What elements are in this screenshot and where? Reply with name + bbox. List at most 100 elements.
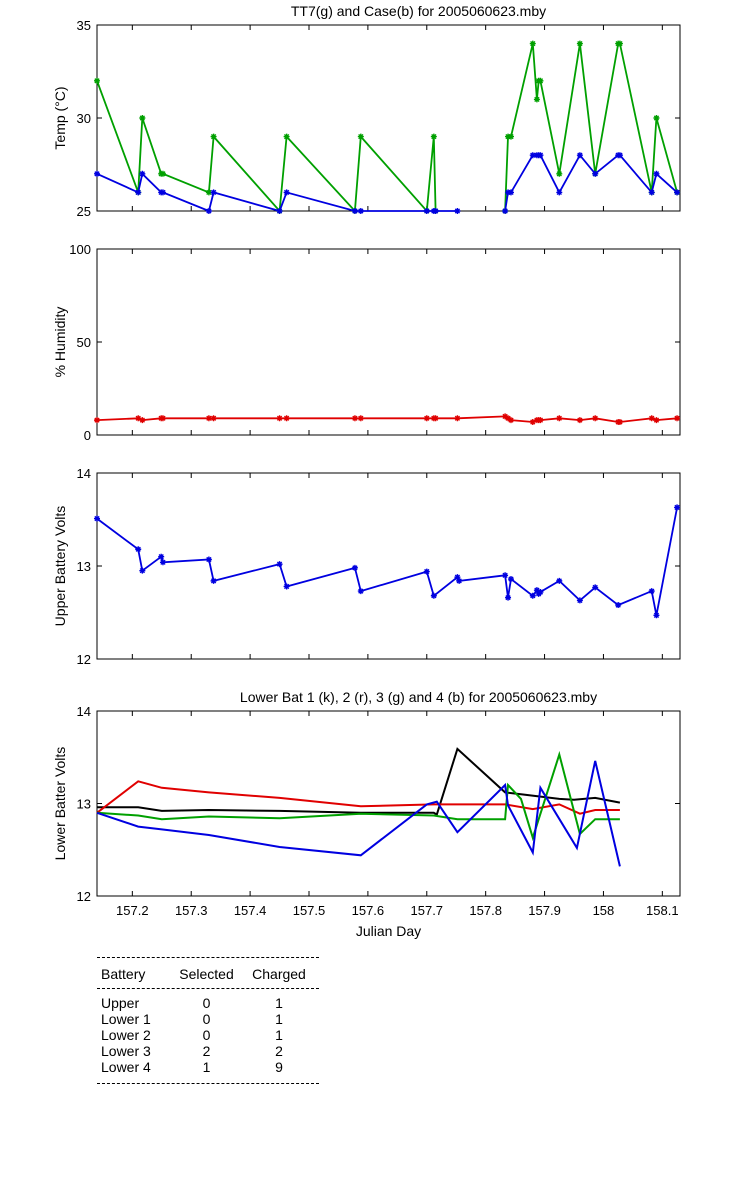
data-point-marker [94, 417, 100, 424]
table-row: Lower 3 2 2 [97, 1043, 319, 1059]
chart-panel-3: 12 13 14 Upper Battery Volts [52, 466, 681, 667]
data-point-marker [533, 96, 540, 103]
table-row: Lower 1 0 1 [97, 1011, 319, 1027]
table-divider [97, 988, 319, 989]
data-point-marker [135, 189, 142, 196]
y-tick-label: 25 [77, 204, 91, 219]
x-tick-label: 157.4 [234, 903, 267, 918]
data-point-marker [537, 589, 544, 596]
data-point-marker [94, 515, 100, 522]
data-point-marker [592, 584, 599, 591]
series-lower-4 [96, 760, 621, 867]
data-point-marker [653, 170, 660, 177]
battery-name: Lower 3 [101, 1043, 151, 1059]
data-point-marker [648, 415, 655, 422]
data-point-marker [94, 170, 100, 177]
data-point-marker [159, 170, 166, 177]
y-tick-label: 14 [77, 704, 91, 719]
data-point-marker [505, 594, 512, 601]
data-point-marker [210, 415, 217, 422]
selected-value: 2 [202, 1043, 211, 1059]
series-line [96, 415, 678, 423]
y-tick-label: 100 [69, 242, 91, 257]
y-tick-label: 14 [77, 466, 91, 481]
data-point-marker [430, 133, 437, 140]
selected-value: 1 [202, 1059, 211, 1075]
data-point-marker [556, 170, 563, 177]
table-row: Upper 0 1 [97, 995, 319, 1011]
x-tick-label: 157.6 [352, 903, 385, 918]
data-point-marker [529, 152, 536, 159]
data-point-marker [502, 572, 509, 579]
selected-value: 0 [202, 995, 211, 1011]
x-tick-label: 157.8 [469, 903, 502, 918]
header-selected: Selected [179, 966, 234, 982]
data-point-marker [556, 577, 563, 584]
y-tick-label: 50 [77, 335, 91, 350]
data-point-marker [423, 415, 430, 422]
data-point-marker [210, 133, 217, 140]
data-point-marker [507, 133, 514, 140]
x-tick-label: 157.9 [528, 903, 561, 918]
series-case [94, 152, 681, 214]
data-point-marker [592, 170, 599, 177]
series-upper [94, 504, 681, 619]
data-point-marker [94, 77, 100, 84]
battery-name: Lower 2 [101, 1027, 151, 1043]
y-tick-label: 35 [77, 18, 91, 33]
table-divider [97, 1083, 319, 1084]
data-point-marker [205, 556, 212, 563]
data-point-marker [139, 567, 146, 574]
charged-value: 1 [275, 1011, 283, 1027]
y-tick-label: 30 [77, 111, 91, 126]
series-lower-1 [97, 747, 621, 817]
table-body: Upper 0 1 Lower 1 0 1 Lower 2 0 1 Lower … [97, 989, 319, 1083]
data-point-marker [576, 417, 583, 424]
data-point-marker [135, 415, 142, 422]
x-tick-label: 157.7 [411, 903, 444, 918]
data-point-marker [616, 40, 623, 47]
data-point-marker [357, 133, 364, 140]
data-point-marker [529, 418, 536, 425]
data-point-marker [533, 587, 540, 594]
data-point-marker [135, 546, 142, 553]
battery-name: Upper [101, 995, 140, 1011]
data-point-marker [357, 208, 364, 214]
chart-panel-1: 25 30 35 TT7(g) and Case(b) for 2005060623.… [52, 3, 681, 219]
plot-frame [96, 248, 681, 436]
x-axis-label: Julian Day [356, 923, 421, 939]
y-axis-label: % Humidity [52, 307, 68, 378]
data-point-marker [283, 133, 290, 140]
selected-value: 0 [202, 1027, 211, 1043]
data-point-marker [502, 413, 509, 420]
data-point-marker [454, 415, 461, 422]
data-point-marker [158, 553, 165, 560]
data-point-marker [351, 564, 358, 571]
data-point-marker [653, 115, 660, 121]
data-point-marker [357, 588, 364, 595]
data-point-marker [159, 415, 166, 422]
data-point-marker [432, 208, 439, 214]
data-point-marker [283, 583, 290, 590]
x-tick-label: 158.1 [646, 903, 679, 918]
chart-panel-4: 12 13 14 157.2 157.3 157.4 157.5 157.6 157.7 157.… [52, 689, 681, 939]
data-point-marker [159, 189, 166, 196]
charged-value: 1 [275, 1027, 283, 1043]
data-point-marker [456, 577, 463, 584]
series-lower-2 [96, 780, 620, 815]
data-point-marker [648, 588, 655, 595]
data-point-marker [502, 208, 509, 214]
charged-value: 1 [275, 995, 283, 1011]
data-point-marker [423, 568, 430, 575]
y-axis-label: Lower Batter Volts [52, 747, 68, 861]
x-tick-label: 157.3 [175, 903, 208, 918]
data-point-marker [210, 189, 217, 196]
data-point-marker [653, 612, 660, 619]
data-point-marker [576, 152, 583, 159]
data-point-marker [276, 208, 283, 214]
data-point-marker [283, 415, 290, 422]
data-point-marker [648, 189, 655, 196]
y-tick-label: 12 [77, 889, 91, 904]
table-header-row: Battery Selected Charged [97, 963, 319, 985]
